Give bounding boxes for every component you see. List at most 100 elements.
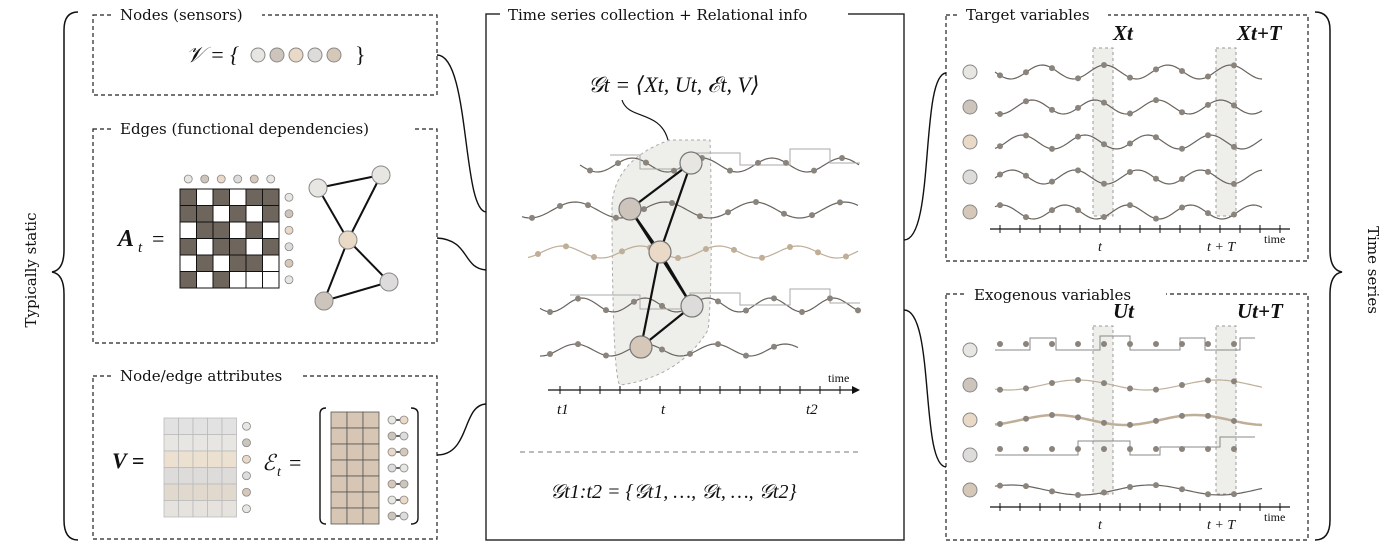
edge-attr-cell: [330, 411, 348, 429]
series-point: [1023, 446, 1029, 452]
series-point: [1075, 167, 1081, 174]
series-point: [529, 214, 535, 221]
matrix-cell: [179, 238, 197, 256]
series-point: [997, 72, 1003, 79]
matrix-cell: [212, 238, 230, 256]
center-time-axis: time t1 t t2: [548, 371, 860, 418]
series-point: [1179, 109, 1185, 116]
edge-pair-dot: [399, 463, 409, 473]
edge-attr-equals: =: [289, 450, 301, 475]
left-curly-brace: [51, 11, 79, 541]
series-point: [1205, 341, 1211, 347]
window-shade: [1215, 325, 1237, 495]
series-point: [619, 248, 625, 255]
matrix-cell: [212, 205, 230, 223]
matrix-column-dot: [183, 174, 193, 184]
node-attr-cell: [221, 483, 237, 501]
series-point: [759, 254, 765, 261]
series-point: [1231, 417, 1237, 424]
series-point: [1153, 215, 1159, 222]
series-point: [603, 307, 609, 314]
matrix-column-dot: [233, 174, 243, 184]
node-attr-cell: [163, 450, 179, 468]
series-point: [631, 298, 637, 305]
window-label: Ut: [1113, 299, 1135, 323]
nodes-formula-rhs: }: [355, 42, 366, 67]
connector-edges: [436, 237, 487, 271]
series-point: [1127, 110, 1133, 117]
series-point: [1023, 415, 1029, 422]
series-point: [587, 167, 593, 174]
node-attr-cell: [221, 450, 237, 468]
series-point: [575, 341, 581, 348]
series-point: [547, 308, 553, 315]
edge-attr-cell: [346, 411, 364, 429]
series-point: [1049, 65, 1055, 72]
edge-pair-dot: [399, 479, 409, 489]
axis-tick-label: t: [1098, 518, 1103, 533]
attributes-panel-title: Node/edge attributes: [120, 367, 282, 385]
edge-attr-right-bracket: [410, 407, 419, 525]
row-node: [962, 482, 978, 498]
edge-pair-dot: [387, 479, 397, 489]
series-point: [697, 213, 703, 220]
adjacency-subscript: t: [138, 240, 143, 256]
series-line: [579, 157, 860, 173]
exogenous-series-group: Ut Ut+T t t + T time: [962, 299, 1290, 533]
node-attr-dot: [242, 487, 251, 497]
formula-pointer: [621, 99, 669, 141]
edges-panel-title: Edges (functional dependencies): [120, 120, 369, 138]
row-node: [962, 447, 978, 463]
series-point: [535, 251, 541, 258]
series-point: [1153, 97, 1159, 104]
row-node: [962, 412, 978, 428]
matrix-column-dot: [249, 174, 259, 184]
axis-tick-label: t1: [557, 402, 569, 418]
matrix-cell: [262, 205, 280, 223]
series-point: [997, 341, 1003, 347]
series-point: [997, 202, 1003, 209]
matrix-cell: [179, 205, 197, 223]
series-point: [1127, 483, 1133, 490]
matrix-row-dot: [284, 258, 294, 268]
series-point: [1023, 132, 1029, 139]
series-point: [1023, 483, 1029, 490]
series-point: [1127, 74, 1133, 81]
series-point: [1075, 207, 1081, 214]
edge-attr-cell: [330, 427, 348, 445]
edge-attr-subscript: t: [277, 465, 282, 480]
edge-pair-dot: [399, 447, 409, 457]
target-panel: [945, 14, 1309, 262]
edge-attr-symbol: ℰ: [262, 450, 278, 475]
series-point: [1153, 341, 1159, 347]
matrix-cell: [179, 221, 197, 239]
node-dot: [326, 47, 342, 63]
graph-edge: [658, 162, 693, 253]
exogenous-panel: [945, 293, 1309, 541]
edge-attr-cell: [330, 507, 348, 525]
series-point: [1205, 168, 1211, 175]
exogenous-step-line: [570, 288, 860, 310]
series-point: [1179, 341, 1185, 347]
node-attr-cell: [192, 500, 208, 518]
series-point: [1023, 98, 1029, 105]
matrix-row-dot: [284, 225, 294, 235]
matrix-column-dot: [266, 174, 276, 184]
series-point: [1101, 99, 1107, 106]
node-attr-cell: [207, 434, 223, 452]
series-point: [613, 214, 619, 221]
series-point: [1075, 491, 1081, 498]
series-point: [591, 254, 597, 261]
edge-attr-cell: [346, 427, 364, 445]
series-point: [843, 253, 849, 260]
node-attr-dot: [242, 471, 251, 481]
row-node: [962, 342, 978, 358]
adjacency-equals: =: [152, 226, 164, 251]
series-point: [997, 446, 1003, 452]
exogenous-step-line: [610, 148, 860, 170]
matrix-cell: [262, 271, 280, 289]
series-point: [727, 167, 733, 174]
series-point: [1049, 412, 1055, 419]
series-point: [771, 295, 777, 302]
series-point: [1153, 66, 1159, 73]
